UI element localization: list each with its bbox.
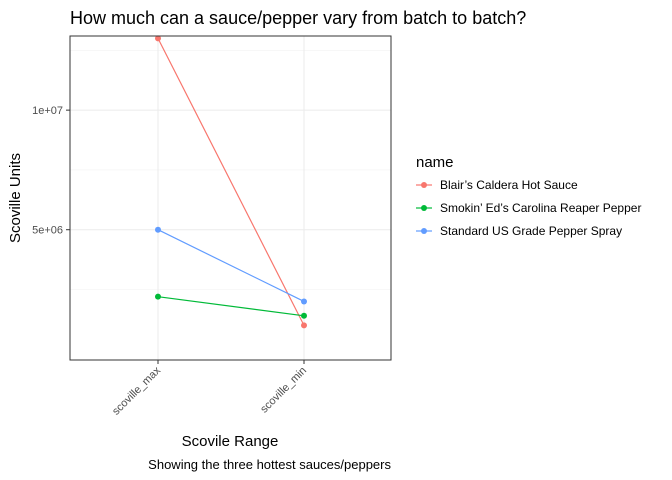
- x-tick-label: scoville_min: [258, 365, 309, 416]
- legend-label: Blair’s Caldera Hot Sauce: [440, 178, 578, 192]
- plot-panel: [69, 35, 392, 361]
- chart-caption: Showing the three hottest sauces/peppers: [148, 457, 391, 472]
- y-tick-label: 1e+07: [32, 105, 63, 117]
- series-line: [157, 38, 305, 326]
- legend-label: Standard US Grade Pepper Spray: [440, 224, 622, 238]
- series-line: [157, 296, 305, 317]
- data-point: [301, 312, 307, 319]
- data-point: [155, 35, 161, 42]
- legend-key-point: [421, 228, 427, 234]
- y-tick-label: 5e+06: [32, 225, 63, 237]
- y-axis-label: Scoville Units: [7, 153, 24, 243]
- series-layer: [155, 35, 307, 329]
- gridlines: [70, 36, 391, 360]
- x-tick-label: scoville_max: [110, 364, 163, 417]
- legend-label: Smokin’ Ed’s Carolina Reaper Pepper: [440, 201, 641, 215]
- legend-title: name: [416, 154, 454, 171]
- x-axis-label: Scovile Range: [182, 433, 279, 450]
- data-point: [301, 298, 307, 305]
- data-point: [301, 322, 307, 329]
- x-axis: scoville_max scoville_min: [110, 360, 309, 418]
- legend: name Blair’s Caldera Hot Sauce Smokin’ Ed…: [416, 154, 641, 238]
- panel-border: [69, 35, 392, 361]
- data-point: [155, 293, 161, 300]
- legend-key-point: [421, 205, 427, 211]
- series-line: [157, 229, 305, 302]
- data-point: [155, 226, 161, 233]
- panel-background: [70, 36, 391, 360]
- chart-title: How much can a sauce/pepper vary from ba…: [70, 8, 526, 28]
- y-axis: 5e+06 1e+07: [32, 105, 70, 237]
- legend-key-point: [421, 182, 427, 188]
